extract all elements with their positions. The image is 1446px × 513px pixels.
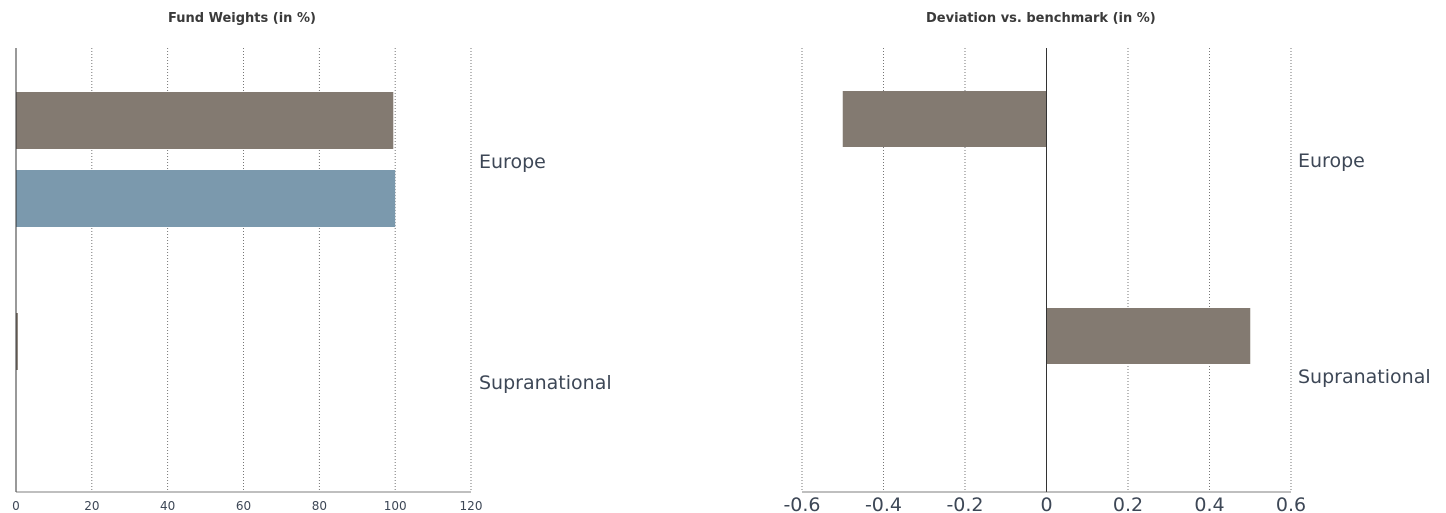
chart-title: Fund Weights (in %)	[168, 11, 316, 26]
bar-europe-s1	[16, 170, 396, 227]
tick-label: -0.6	[783, 494, 820, 513]
bar-supranational-s0	[16, 313, 18, 370]
tick-label: 60	[236, 499, 251, 513]
tick-label: 20	[84, 499, 99, 513]
deviation-chart: Deviation vs. benchmark (in %) Europe Sup…	[740, 0, 1446, 513]
category-label: Supranational	[1298, 366, 1431, 388]
tick-label: 100	[384, 499, 407, 513]
bar-europe-s0	[16, 92, 394, 149]
tick-label: -0.4	[865, 494, 902, 513]
bar-europe-s0	[842, 91, 1047, 147]
tick-label: 0.2	[1113, 494, 1143, 513]
tick-label: 120	[460, 499, 483, 513]
tick-label: 0.6	[1276, 494, 1306, 513]
fund-weights-plot: Europe Supranational 0 20 40 60 80 100 120	[12, 48, 612, 513]
bar-supranational-s0	[1046, 308, 1251, 364]
tick-label: 40	[160, 499, 175, 513]
tick-label: 0.4	[1194, 494, 1224, 513]
category-label: Supranational	[479, 372, 612, 394]
category-label: Europe	[1298, 150, 1365, 172]
chart-title: Deviation vs. benchmark (in %)	[926, 11, 1156, 26]
fund-weights-chart: Fund Weights (in %) Europe Supranational 0…	[0, 0, 700, 513]
tick-label: 80	[312, 499, 327, 513]
category-label: Europe	[479, 151, 546, 173]
tick-label: -0.2	[946, 494, 983, 513]
deviation-plot: Europe Supranational -0.6 -0.4 -0.2 0 0.2 0.4 0.…	[783, 48, 1431, 513]
tick-label: 0	[12, 499, 20, 513]
tick-label: 0	[1040, 494, 1052, 513]
